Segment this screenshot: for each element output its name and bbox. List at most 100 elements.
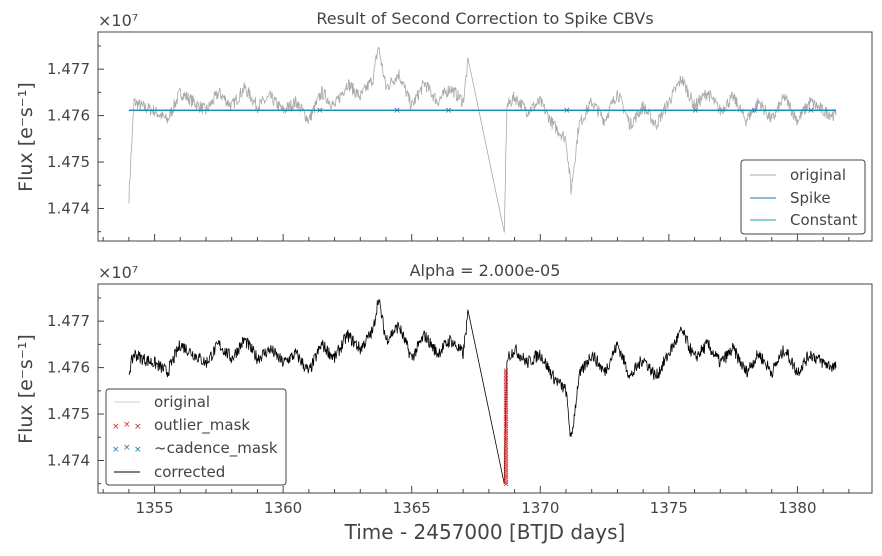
- outlier-mask-marker: ×: [503, 405, 510, 414]
- bottom-axes-frame: [97, 283, 873, 494]
- y-tick-label: 1.477: [47, 60, 90, 78]
- legend-original-2: original: [154, 393, 210, 411]
- outlier-mask-marker: ×: [503, 422, 510, 431]
- x-tick-label: 1365: [393, 499, 431, 517]
- legend-swatch-cadence-mask: × × ×: [112, 443, 142, 455]
- outlier-mask-marker: ×: [503, 380, 510, 389]
- cadence-mask-marker: ×: [692, 106, 700, 116]
- outlier-mask-marker: ×: [503, 459, 510, 468]
- y-tick-label: 1.475: [47, 405, 90, 423]
- outlier-mask-marker: ×: [503, 398, 510, 407]
- svg-text:×: ×: [112, 445, 120, 455]
- top-panel: ×10⁷ Result of Second Correction to Spik…: [15, 9, 873, 242]
- legend-spike: Spike: [790, 189, 831, 207]
- bottom-y-axis-label: Flux [e⁻s⁻¹]: [15, 334, 37, 444]
- bottom-legend-box: [105, 388, 287, 486]
- outlier-mask-marker: ×: [503, 480, 510, 489]
- x-tick-label: 1370: [521, 499, 559, 517]
- outlier-mask-marker: ×: [503, 440, 510, 449]
- cadence-mask-marker: ×: [807, 106, 815, 116]
- outlier-mask-marker: ×: [503, 419, 510, 428]
- outlier-mask-marker: ×: [503, 371, 510, 380]
- y-tick-label: 1.475: [47, 153, 90, 171]
- legend-constant: Constant: [790, 211, 858, 229]
- top-legend-box: [740, 159, 866, 235]
- outlier-mask-marker: ×: [503, 394, 510, 403]
- cadence-mask-marker: ×: [393, 106, 401, 116]
- svg-text:×: ×: [123, 420, 131, 430]
- top-legend: original Spike Constant: [740, 159, 866, 235]
- legend-original: original: [790, 166, 846, 184]
- x-tick-label: 1360: [264, 499, 302, 517]
- bottom-x-ticks: 1355 1360 1365 1370 1375 1380: [102, 486, 850, 517]
- outlier-mask-marker: ×: [503, 443, 510, 452]
- outlier-mask-marker: ×: [503, 473, 510, 482]
- outlier-mask-marker: ×: [503, 461, 510, 470]
- bottom-plot-area: ××××××××××××××××××××××××××××××××××××××××…: [128, 299, 837, 489]
- cadence-mask-marker: ×: [563, 106, 571, 116]
- outlier-mask-marker: ×: [503, 431, 510, 440]
- top-y-ticks: 1.474 1.475 1.476 1.477: [47, 45, 104, 233]
- bottom-legend: original × × × outlier_mask × × × ~cadence_m…: [105, 388, 287, 486]
- outlier-mask-marker: ×: [503, 429, 510, 438]
- legend-swatch-outlier-mask: × × ×: [112, 420, 142, 432]
- svg-text:×: ×: [112, 422, 120, 432]
- legend-cadence-mask: ~cadence_mask: [154, 439, 278, 458]
- outlier-mask-marker: ×: [503, 477, 510, 486]
- y-tick-label: 1.476: [47, 107, 90, 125]
- series-original: [128, 46, 837, 233]
- bottom-panel-title: Alpha = 2.000e-05: [410, 261, 561, 280]
- outlier-mask-marker: ×: [503, 475, 510, 484]
- outlier-mask-marker: ×: [503, 396, 510, 405]
- bottom-y-multiplier: ×10⁷: [98, 263, 138, 282]
- outlier-mask-marker: ×: [503, 433, 510, 442]
- x-tick-label: 1375: [650, 499, 688, 517]
- y-tick-label: 1.474: [47, 451, 90, 469]
- outlier-mask-marker: ×: [503, 387, 510, 396]
- cadence-mask-marker: ×: [445, 106, 453, 116]
- svg-text:×: ×: [134, 422, 142, 432]
- outlier-mask-marker: ×: [503, 410, 510, 419]
- x-axis-label: Time - 2457000 [BTJD days]: [344, 520, 626, 544]
- outlier-mask-marker: ×: [503, 426, 510, 435]
- top-x-ticks: [102, 234, 850, 241]
- outlier-mask-marker: ×: [503, 417, 510, 426]
- outlier-mask-marker: ×: [503, 466, 510, 475]
- series-corrected: [128, 299, 837, 484]
- outlier-mask-marker: ×: [503, 436, 510, 445]
- outlier-mask-marker: ×: [503, 463, 510, 472]
- outlier-mask-marker: ×: [503, 445, 510, 454]
- svg-text:×: ×: [123, 443, 131, 453]
- x-tick-label: 1355: [135, 499, 173, 517]
- outlier-mask-marker: ×: [503, 366, 510, 375]
- outlier-mask-marker: ×: [503, 389, 510, 398]
- top-y-multiplier: ×10⁷: [98, 11, 138, 30]
- y-tick-label: 1.476: [47, 359, 90, 377]
- outlier-mask-marker: ×: [503, 385, 510, 394]
- outlier-mask-marker: ×: [503, 468, 510, 477]
- outlier-mask-marker: ×: [503, 391, 510, 400]
- outlier-mask-marker: ×: [503, 454, 510, 463]
- cadence-mask-marker: ×: [316, 106, 324, 116]
- top-panel-title: Result of Second Correction to Spike CBV…: [316, 9, 653, 28]
- cadence-mask-marker: ×: [751, 106, 759, 116]
- y-tick-label: 1.477: [47, 312, 90, 330]
- outlier-mask-marker: ×: [503, 452, 510, 461]
- outlier-mask-marker: ×: [503, 382, 510, 391]
- bottom-y-ticks: 1.474 1.475 1.476 1.477: [47, 297, 104, 485]
- outlier-mask-marker: ×: [503, 447, 510, 456]
- outlier-mask-marker: ×: [503, 470, 510, 479]
- outlier-mask-marker: ×: [503, 412, 510, 421]
- outlier-mask-marker: ×: [503, 450, 510, 459]
- outlier-mask-marker: ×: [503, 403, 510, 412]
- y-tick-label: 1.474: [47, 199, 90, 217]
- outlier-mask-marker: ×: [503, 375, 510, 384]
- outlier-mask-marker: ×: [503, 424, 510, 433]
- outlier-mask-marker: ×: [503, 456, 510, 465]
- outlier-mask-marker: ×: [503, 368, 510, 377]
- top-y-axis-label: Flux [e⁻s⁻¹]: [15, 82, 37, 192]
- top-axes-frame: [97, 31, 873, 242]
- x-tick-label: 1380: [778, 499, 816, 517]
- outlier-mask-marker: ×: [503, 408, 510, 417]
